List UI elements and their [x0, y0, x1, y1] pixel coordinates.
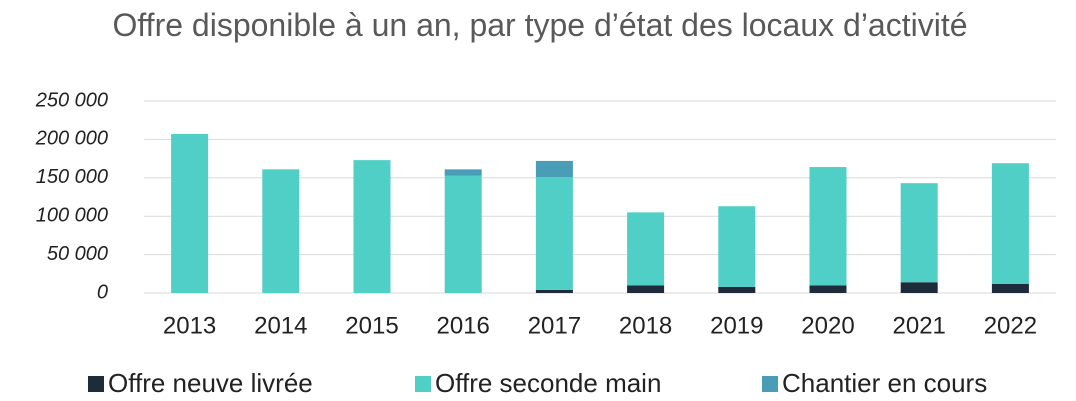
x-tick-label: 2019	[710, 312, 763, 339]
y-tick-label: 250 000	[35, 89, 108, 111]
bar-segment	[535, 177, 573, 290]
bar-segment	[262, 169, 300, 293]
legend-swatch	[88, 376, 104, 392]
bar-segment	[900, 183, 938, 283]
bar-segment	[627, 285, 665, 293]
x-tick-label: 2016	[437, 312, 490, 339]
bar-segment	[900, 282, 938, 293]
bar-segment	[444, 175, 482, 293]
y-tick-label: 100 000	[36, 204, 108, 226]
y-tick-label: 200 000	[35, 128, 108, 150]
bar-segment	[718, 206, 756, 287]
bar-segment	[444, 169, 482, 176]
bar-segment	[991, 163, 1029, 284]
bar-segment	[718, 286, 756, 293]
x-tick-label: 2014	[254, 312, 307, 339]
bar-segment	[353, 160, 391, 293]
x-tick-label: 2017	[528, 312, 581, 339]
bar-segment	[809, 167, 847, 286]
y-tick-label: 150 000	[36, 166, 108, 188]
legend-label: Offre neuve livrée	[108, 368, 313, 398]
chart-title: Offre disponible à un an, par type d’éta…	[112, 7, 968, 43]
x-tick-label: 2020	[801, 312, 854, 339]
bar-segment	[991, 283, 1029, 293]
legend-swatch	[415, 376, 431, 392]
x-tick-label: 2018	[619, 312, 672, 339]
legend-label: Chantier en cours	[782, 368, 987, 398]
x-tick-label: 2021	[893, 312, 946, 339]
bar-segment	[535, 160, 573, 178]
x-tick-label: 2015	[345, 312, 398, 339]
legend-swatch	[762, 376, 778, 392]
bar-segment	[535, 289, 573, 293]
bar-segment	[809, 285, 847, 293]
bar-segment	[171, 134, 209, 293]
y-tick-label: 50 000	[47, 243, 108, 265]
x-tick-label: 2022	[984, 312, 1037, 339]
y-tick-label: 0	[97, 281, 108, 303]
bar-segment	[627, 212, 665, 286]
legend-label: Offre seconde main	[435, 368, 661, 398]
x-tick-label: 2013	[163, 312, 216, 339]
